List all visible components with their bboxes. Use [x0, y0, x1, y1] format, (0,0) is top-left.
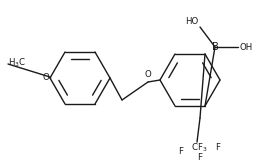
Text: B: B	[211, 42, 219, 52]
Text: F: F	[215, 143, 220, 153]
Text: HO: HO	[185, 17, 198, 26]
Text: O: O	[42, 73, 49, 81]
Text: H$_3$C: H$_3$C	[8, 57, 26, 69]
Text: OH: OH	[239, 43, 252, 52]
Text: CF$_3$: CF$_3$	[191, 142, 207, 155]
Text: O: O	[145, 70, 151, 79]
Text: F: F	[198, 154, 203, 162]
Text: F: F	[179, 148, 184, 157]
